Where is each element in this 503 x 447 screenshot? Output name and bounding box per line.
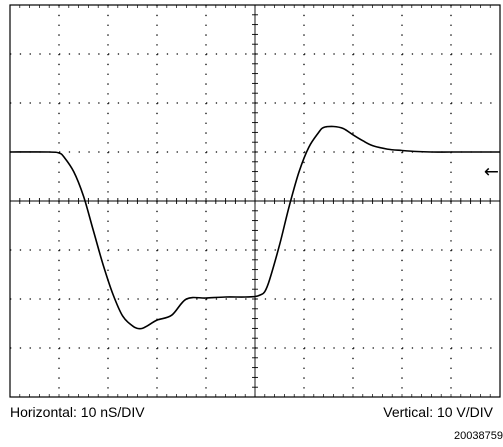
vertical-scale-label: Vertical: 10 V/DIV <box>383 404 493 420</box>
figure-id: 20038759 <box>454 430 503 442</box>
horizontal-scale-label: Horizontal: 10 nS/DIV <box>10 404 145 420</box>
center-axis-ticks <box>10 5 500 397</box>
reference-level-marker: ← <box>484 162 499 183</box>
waveform-trace <box>9 125 500 330</box>
